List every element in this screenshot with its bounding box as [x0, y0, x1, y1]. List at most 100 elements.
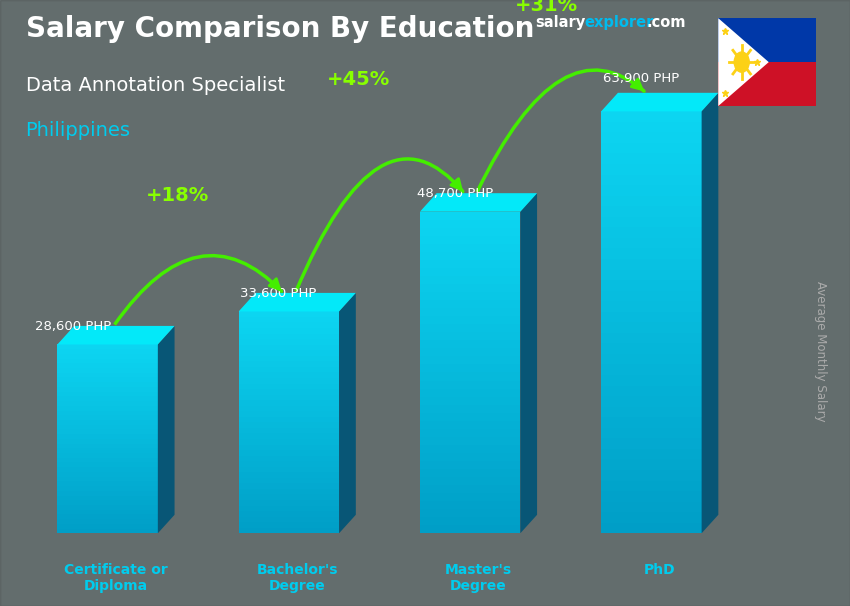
Bar — [58, 444, 158, 448]
Bar — [420, 453, 520, 461]
Bar — [420, 485, 520, 493]
Text: PhD: PhD — [644, 563, 676, 577]
Bar — [420, 396, 520, 405]
Text: Certificate or
Diploma: Certificate or Diploma — [64, 563, 167, 593]
Bar — [420, 469, 520, 477]
Bar — [58, 467, 158, 472]
Bar — [420, 244, 520, 252]
Bar — [239, 445, 339, 450]
Text: +18%: +18% — [145, 186, 209, 205]
Bar — [601, 248, 701, 259]
Bar — [239, 433, 339, 439]
Bar — [601, 438, 701, 449]
Bar — [239, 484, 339, 489]
Bar — [239, 405, 339, 411]
Bar — [58, 496, 158, 500]
Bar — [239, 439, 339, 445]
Bar — [239, 478, 339, 484]
Bar — [601, 280, 701, 291]
Bar — [58, 410, 158, 415]
Bar — [58, 391, 158, 396]
Bar — [420, 493, 520, 501]
Bar — [420, 348, 520, 356]
Bar — [601, 164, 701, 175]
Bar — [420, 445, 520, 453]
Polygon shape — [718, 18, 768, 106]
Polygon shape — [58, 326, 174, 344]
Bar — [420, 324, 520, 332]
Text: salary: salary — [536, 15, 586, 30]
Bar — [239, 411, 339, 417]
Text: 63,900 PHP: 63,900 PHP — [603, 72, 679, 85]
Bar — [239, 428, 339, 433]
Bar — [601, 238, 701, 248]
Bar — [601, 259, 701, 270]
Text: +45%: +45% — [327, 70, 390, 89]
Bar — [718, 18, 816, 62]
Bar — [58, 430, 158, 434]
Bar — [420, 284, 520, 292]
Bar — [420, 260, 520, 268]
Bar — [58, 415, 158, 420]
Bar — [58, 528, 158, 533]
Bar — [420, 220, 520, 228]
Bar — [239, 494, 339, 500]
Bar — [601, 364, 701, 375]
Bar — [58, 524, 158, 528]
Bar — [58, 344, 158, 349]
Bar — [420, 517, 520, 525]
Bar — [420, 388, 520, 396]
Bar — [420, 413, 520, 421]
Bar — [420, 228, 520, 236]
Bar — [58, 373, 158, 378]
Bar — [420, 509, 520, 517]
Bar — [58, 406, 158, 410]
Bar — [239, 472, 339, 478]
Bar — [239, 322, 339, 328]
Bar — [239, 333, 339, 339]
Bar — [601, 291, 701, 301]
Text: explorer: explorer — [585, 15, 654, 30]
Bar — [58, 448, 158, 453]
Bar — [239, 389, 339, 395]
Bar — [601, 132, 701, 143]
Bar — [58, 462, 158, 467]
Polygon shape — [420, 193, 537, 211]
Bar — [420, 268, 520, 276]
Bar — [239, 489, 339, 494]
Bar — [239, 350, 339, 356]
Circle shape — [734, 52, 749, 72]
Bar — [601, 449, 701, 459]
Bar — [239, 378, 339, 384]
Bar — [601, 396, 701, 407]
Bar — [420, 356, 520, 364]
Bar — [601, 122, 701, 132]
Bar — [601, 354, 701, 364]
Bar — [718, 62, 816, 106]
Bar — [239, 461, 339, 467]
Bar — [601, 459, 701, 470]
Bar — [601, 502, 701, 512]
Bar — [420, 421, 520, 429]
Bar — [239, 522, 339, 528]
Bar — [601, 227, 701, 238]
Bar — [420, 341, 520, 348]
Bar — [420, 373, 520, 381]
Bar — [601, 481, 701, 491]
Bar — [239, 456, 339, 461]
Bar — [420, 364, 520, 373]
Bar — [601, 344, 701, 354]
Bar — [601, 491, 701, 502]
Bar — [58, 359, 158, 364]
Bar — [239, 339, 339, 345]
Bar — [601, 185, 701, 196]
Bar — [58, 476, 158, 481]
Text: Data Annotation Specialist: Data Annotation Specialist — [26, 76, 285, 95]
Bar — [239, 373, 339, 378]
Polygon shape — [239, 293, 356, 311]
Bar — [58, 434, 158, 439]
Bar — [58, 514, 158, 519]
Bar — [420, 300, 520, 308]
Bar — [601, 333, 701, 344]
Text: Average Monthly Salary: Average Monthly Salary — [813, 281, 827, 422]
